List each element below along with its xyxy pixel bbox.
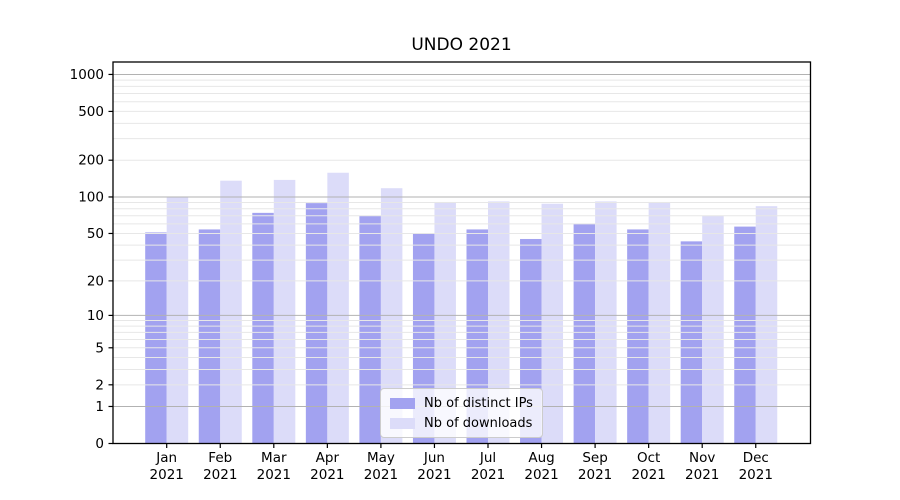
bar-downloads-jun xyxy=(434,201,456,444)
bar-downloads-jul xyxy=(488,201,510,444)
bar-distinct-ips-jan xyxy=(145,232,167,444)
bar-distinct-ips-sep xyxy=(573,223,596,444)
legend-row-distinct-ips: Nb of distinct IPs xyxy=(390,396,542,411)
y-tick-label: 20 xyxy=(87,273,104,289)
bar-downloads-aug xyxy=(541,203,564,444)
y-tick-label: 50 xyxy=(87,226,104,242)
bar-distinct-ips-feb xyxy=(198,229,221,444)
y-tick-label: 2 xyxy=(95,377,104,393)
x-tick-label-month: Feb xyxy=(208,450,232,466)
x-tick-label-year: 2021 xyxy=(578,467,612,483)
bar-downloads-sep xyxy=(595,201,617,444)
y-tick-label: 0 xyxy=(95,436,104,452)
x-tick-label-month: Dec xyxy=(743,450,769,466)
legend-label-downloads: Nb of downloads xyxy=(424,415,533,431)
bar-downloads-nov xyxy=(702,215,724,444)
y-tick-label: 500 xyxy=(78,104,104,120)
x-tick-label-month: Aug xyxy=(528,450,554,466)
x-tick-label-year: 2021 xyxy=(685,467,719,483)
plot-border xyxy=(112,61,812,445)
bar-distinct-ips-may xyxy=(359,215,381,444)
x-tick-label-year: 2021 xyxy=(203,467,237,483)
x-tick-label-year: 2021 xyxy=(364,467,398,483)
legend: Nb of distinct IPs Nb of downloads xyxy=(380,388,543,438)
x-tick-label-year: 2021 xyxy=(739,467,773,483)
x-tick-label-month: Jun xyxy=(423,450,445,466)
y-tick-label: 1 xyxy=(95,399,104,415)
y-tick-label: 10 xyxy=(87,308,104,324)
y-tick-label: 200 xyxy=(78,153,104,169)
x-tick-label-year: 2021 xyxy=(631,467,665,483)
x-tick-label-month: May xyxy=(367,450,395,466)
legend-swatch-downloads xyxy=(390,417,415,429)
bar-downloads-oct xyxy=(648,201,671,444)
chart-title: UNDO 2021 xyxy=(411,35,512,55)
legend-swatch-distinct-ips xyxy=(390,397,415,409)
y-tick-label: 1000 xyxy=(70,67,104,83)
x-tick-label-year: 2021 xyxy=(150,467,184,483)
y-tick-label: 5 xyxy=(95,340,104,356)
x-tick-label-month: Nov xyxy=(689,450,715,466)
legend-label-distinct-ips: Nb of distinct IPs xyxy=(424,395,533,411)
bar-downloads-feb xyxy=(220,180,242,444)
x-tick-label-year: 2021 xyxy=(257,467,291,483)
bar-distinct-ips-apr xyxy=(305,203,328,444)
bar-downloads-dec xyxy=(755,206,778,444)
x-tick-label-month: Mar xyxy=(261,450,287,466)
x-tick-label-year: 2021 xyxy=(310,467,344,483)
x-tick-label-month: Apr xyxy=(316,450,340,466)
x-tick-label-year: 2021 xyxy=(417,467,451,483)
x-tick-label-year: 2021 xyxy=(524,467,558,483)
bar-distinct-ips-oct xyxy=(627,229,649,444)
bar-distinct-ips-nov xyxy=(680,241,703,444)
x-tick-label-month: Sep xyxy=(582,450,607,466)
bar-downloads-mar xyxy=(273,179,296,444)
legend-row-downloads: Nb of downloads xyxy=(390,416,542,431)
bar-distinct-ips-mar xyxy=(252,212,274,444)
bar-downloads-apr xyxy=(327,172,349,444)
y-tick-label: 100 xyxy=(78,189,104,205)
bar-distinct-ips-dec xyxy=(734,226,756,444)
x-tick-label-month: Jan xyxy=(155,450,177,466)
x-tick-label-month: Jul xyxy=(479,450,496,466)
x-tick-label-year: 2021 xyxy=(471,467,505,483)
x-tick-label-month: Oct xyxy=(637,450,660,466)
